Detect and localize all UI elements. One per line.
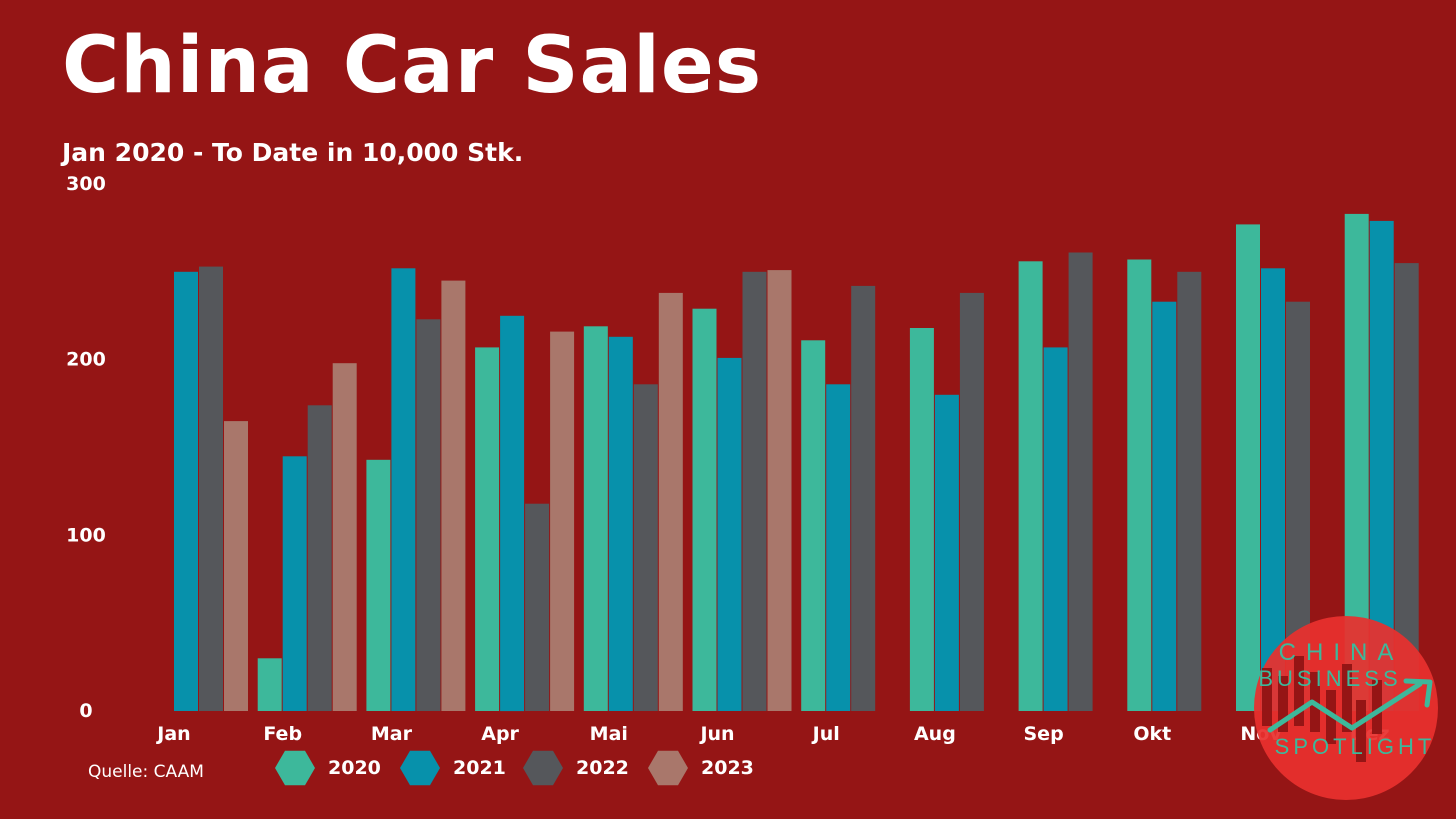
chart-title: China Car Sales: [62, 21, 763, 111]
x-tick-label: Dez: [1350, 723, 1390, 745]
x-axis-ticks: Jan Feb Mar Apr Mai Jun Jul Aug Sep Okt Nov Dez: [155, 723, 1389, 745]
x-tick-label: Okt: [1133, 723, 1171, 745]
bar-2022-nov: [1286, 301, 1310, 711]
x-tick-label: Mai: [590, 723, 628, 745]
x-tick-label: Aug: [914, 723, 956, 745]
bar-2023-feb: [332, 363, 357, 711]
bar-2022-mai: [633, 384, 658, 711]
bar-series-group: [174, 213, 1419, 712]
bar-2023-mai: [658, 292, 683, 711]
source-note: Quelle: CAAM: [88, 762, 204, 782]
y-tick-label: 200: [66, 349, 106, 371]
bar-2021-mar: [391, 268, 416, 711]
bar-2021-jul: [826, 384, 851, 711]
bar-2020-dez: [1344, 213, 1369, 711]
bar-2020-mai: [583, 326, 608, 711]
x-tick-label: Mar: [371, 723, 413, 745]
bar-2021-aug: [934, 394, 959, 711]
bar-2021-apr: [500, 315, 525, 712]
x-tick-label: Jan: [155, 723, 190, 745]
bar-2020-feb: [257, 658, 282, 711]
bar-2022-dez: [1394, 263, 1419, 711]
bar-2020-aug: [909, 328, 934, 711]
bar-2022-sep: [1068, 252, 1093, 711]
bar-2023-apr: [550, 331, 575, 711]
x-tick-label: Nov: [1240, 723, 1282, 745]
bar-2021-dez: [1369, 220, 1394, 711]
bar-2020-okt: [1127, 259, 1152, 711]
bar-2021-jan: [174, 271, 198, 711]
x-tick-label: Jul: [811, 723, 840, 745]
y-tick-label: 100: [66, 524, 106, 546]
bar-2022-okt: [1177, 271, 1202, 711]
y-tick-label: 0: [79, 700, 92, 722]
bar-2020-apr: [475, 347, 500, 711]
bar-2022-apr: [525, 503, 550, 711]
bar-2020-mar: [366, 459, 391, 711]
bar-2020-sep: [1018, 261, 1043, 711]
bar-2021-okt: [1152, 301, 1177, 711]
bar-2021-sep: [1043, 347, 1068, 711]
bar-2022-mar: [416, 319, 441, 711]
x-tick-label: Apr: [481, 723, 519, 745]
bar-2022-feb: [307, 405, 332, 711]
bar-2021-jun: [717, 357, 742, 711]
x-tick-label: Sep: [1024, 723, 1064, 745]
bar-2023-jan: [224, 421, 248, 711]
y-axis-ticks: 0 100 200 300: [66, 173, 106, 722]
bar-2020-nov: [1236, 224, 1260, 711]
bar-2023-mar: [441, 280, 466, 711]
bar-2021-mai: [608, 336, 633, 711]
bar-2022-jun: [742, 271, 767, 711]
bar-2021-nov: [1261, 268, 1285, 711]
chart-subtitle: Jan 2020 - To Date in 10,000 Stk.: [62, 138, 524, 167]
bar-2021-feb: [282, 456, 307, 711]
bar-2020-jun: [692, 308, 717, 711]
bar-2023-jun: [767, 270, 792, 711]
x-tick-label: Jun: [698, 723, 734, 745]
bar-2022-aug: [959, 292, 984, 711]
bar-2020-jul: [801, 340, 826, 711]
y-tick-label: 300: [66, 173, 106, 195]
bar-2022-jul: [851, 285, 876, 711]
bar-2022-jan: [199, 266, 223, 711]
x-tick-label: Feb: [263, 723, 302, 745]
